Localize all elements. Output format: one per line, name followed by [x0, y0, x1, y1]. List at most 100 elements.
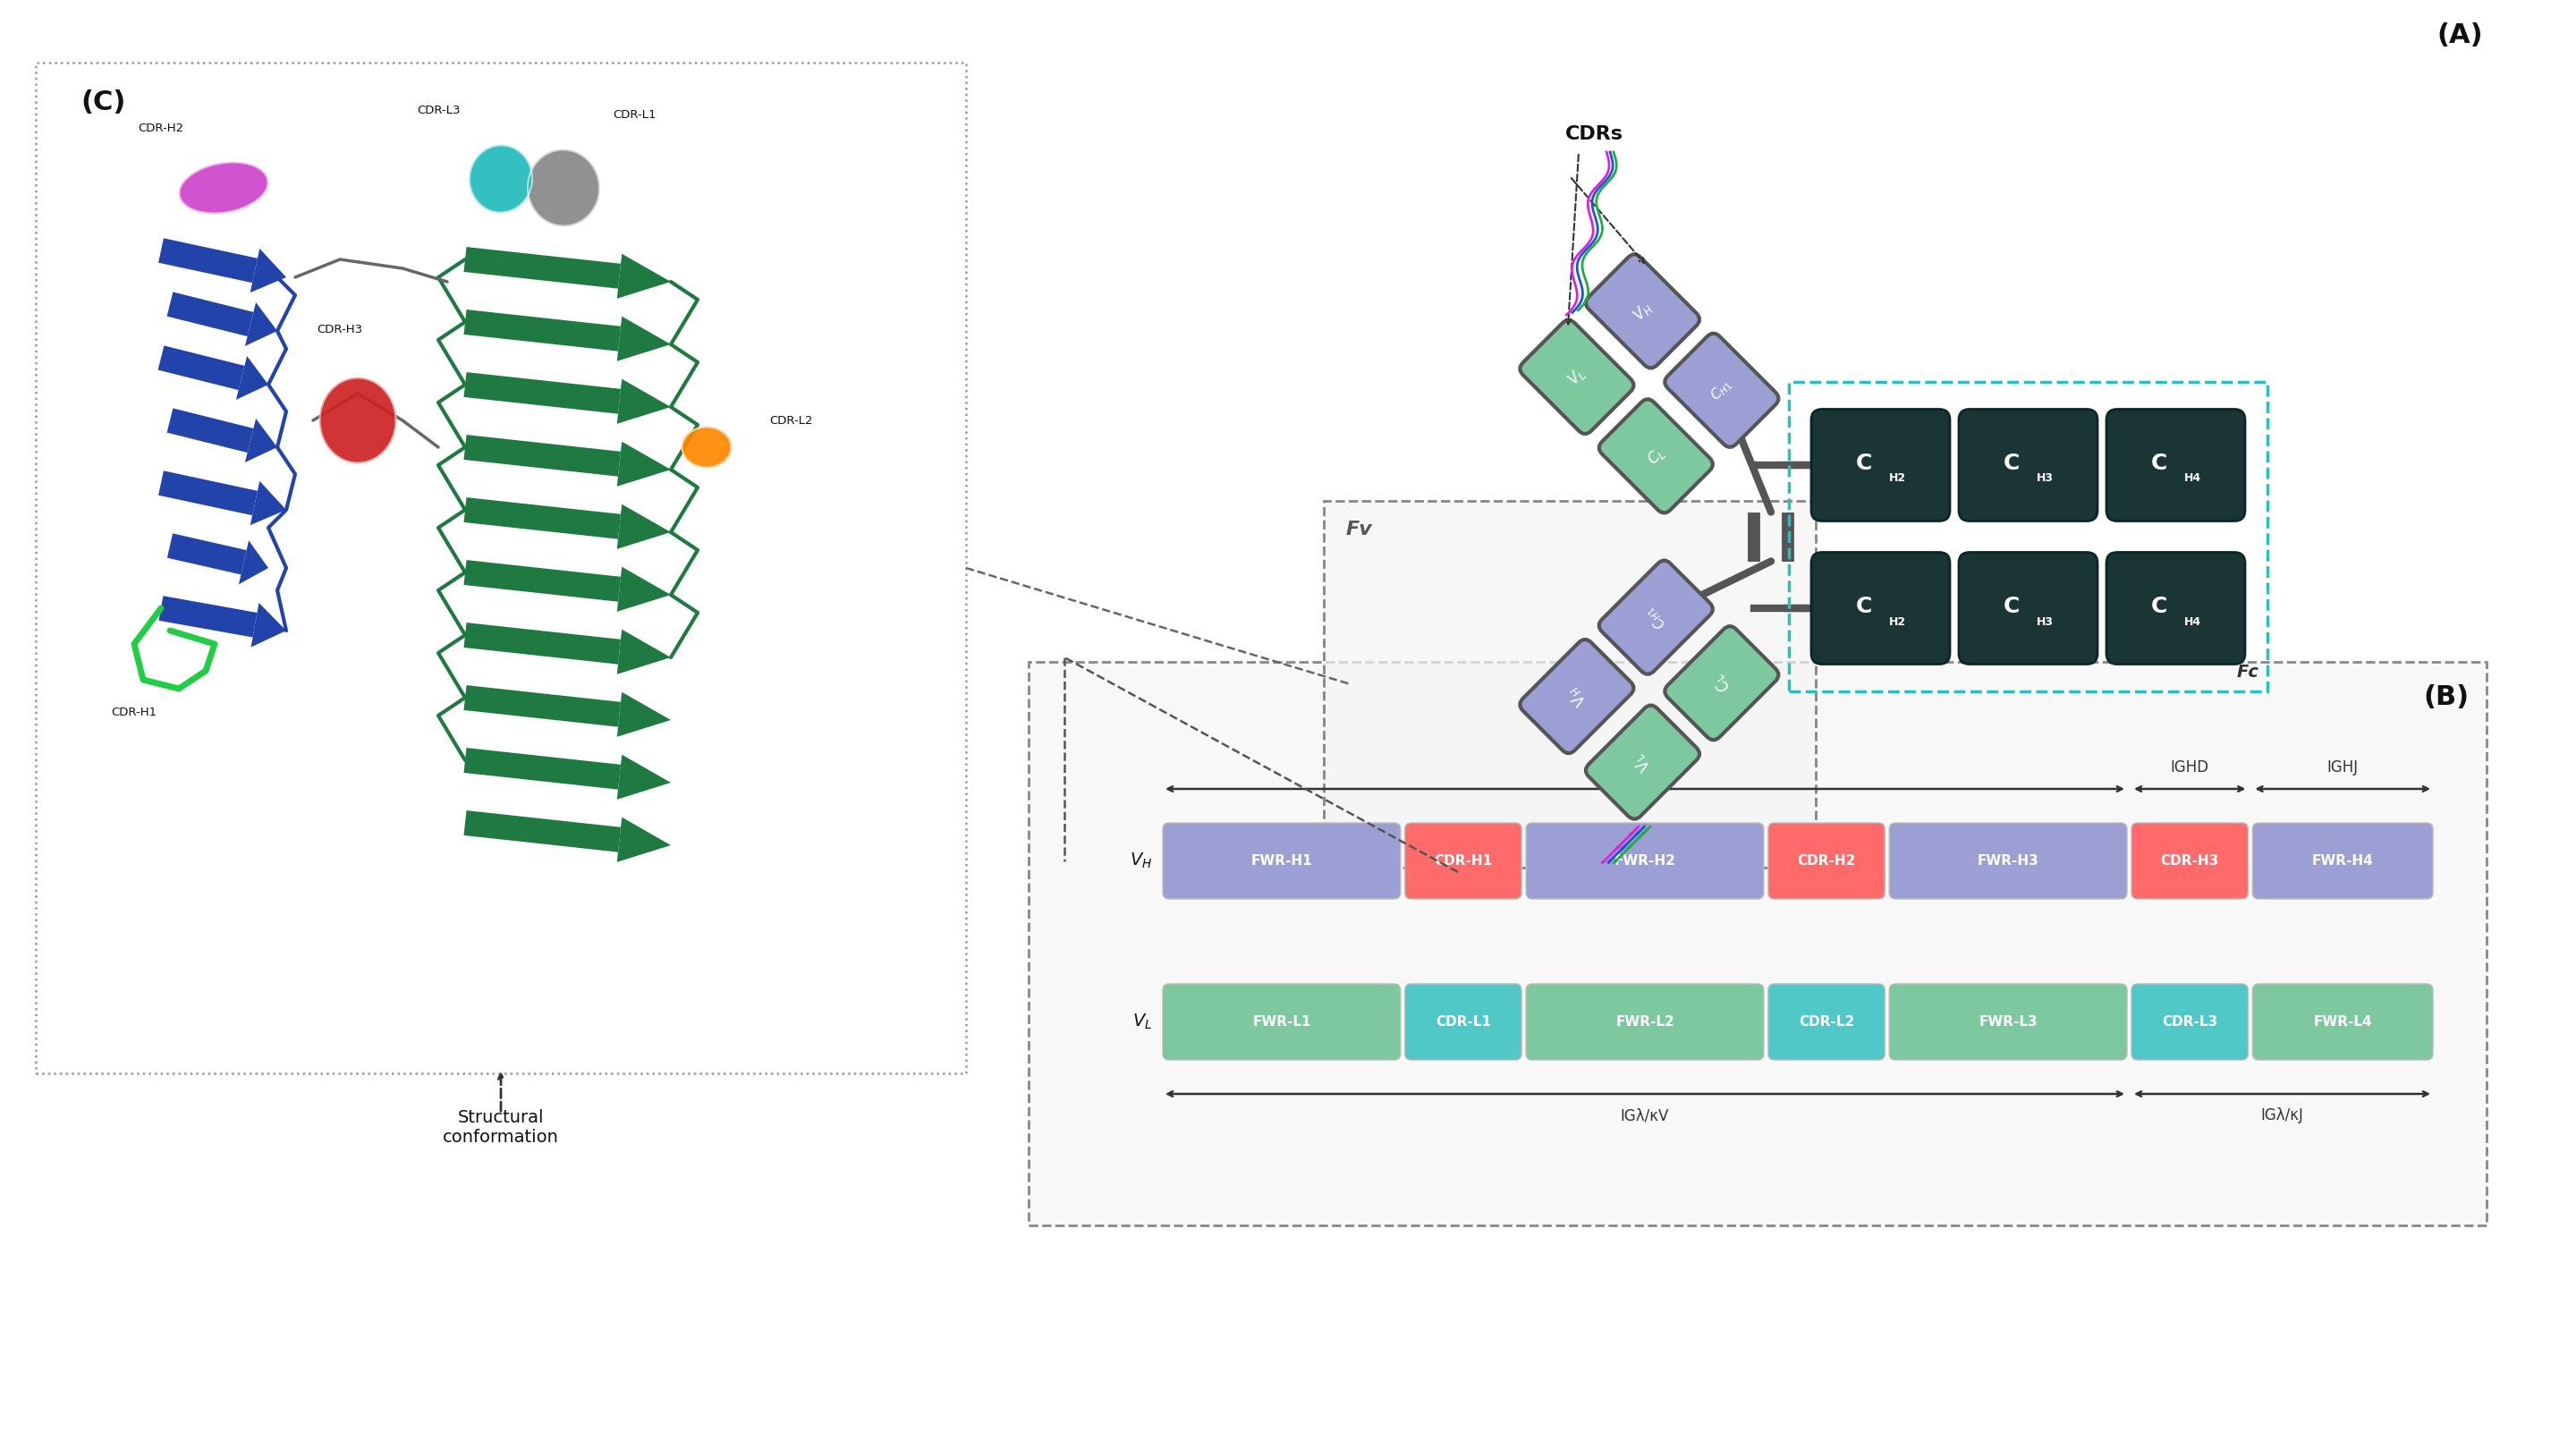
Polygon shape — [250, 603, 286, 648]
FancyBboxPatch shape — [1520, 639, 1633, 753]
Polygon shape — [464, 559, 621, 601]
Text: FWR-L3: FWR-L3 — [1978, 1016, 2038, 1029]
FancyBboxPatch shape — [2130, 823, 2249, 898]
Polygon shape — [464, 623, 621, 664]
Polygon shape — [464, 310, 621, 351]
Polygon shape — [618, 629, 670, 674]
Text: $C_L$: $C_L$ — [1643, 443, 1669, 468]
Text: H4: H4 — [2184, 616, 2202, 627]
FancyBboxPatch shape — [1958, 552, 2097, 664]
Polygon shape — [618, 693, 670, 738]
Text: CDR-L3: CDR-L3 — [2161, 1016, 2218, 1029]
Bar — [1788, 383, 2267, 691]
Polygon shape — [157, 346, 245, 390]
Text: (B): (B) — [2424, 684, 2468, 710]
Text: (A): (A) — [2437, 23, 2483, 49]
Text: H3: H3 — [2038, 616, 2053, 627]
Text: C: C — [1855, 596, 1873, 617]
Text: FWR-L4: FWR-L4 — [2313, 1016, 2372, 1029]
FancyBboxPatch shape — [1664, 333, 1777, 448]
Text: IGλ/κJ: IGλ/κJ — [2262, 1107, 2303, 1123]
Polygon shape — [250, 249, 286, 293]
Text: (C): (C) — [80, 90, 126, 116]
Text: FWR-H3: FWR-H3 — [1978, 855, 2038, 868]
Polygon shape — [618, 316, 670, 361]
Text: CDR-H1: CDR-H1 — [111, 707, 157, 719]
FancyBboxPatch shape — [1600, 398, 1713, 513]
Bar — [1028, 662, 2486, 1226]
Text: H4: H4 — [2184, 472, 2202, 484]
Text: CDR-L1: CDR-L1 — [613, 109, 657, 120]
Polygon shape — [160, 596, 258, 638]
Polygon shape — [250, 481, 286, 525]
Text: $V_H$: $V_H$ — [1564, 682, 1589, 710]
Text: CDR-L3: CDR-L3 — [417, 104, 461, 116]
Text: C: C — [2151, 452, 2166, 474]
Text: H2: H2 — [1888, 472, 1906, 484]
Text: $C_L$: $C_L$ — [1710, 671, 1734, 696]
FancyBboxPatch shape — [1888, 984, 2128, 1059]
FancyBboxPatch shape — [1811, 409, 1950, 522]
Polygon shape — [245, 303, 278, 346]
FancyBboxPatch shape — [1404, 823, 1522, 898]
Text: CDR-H1: CDR-H1 — [1435, 855, 1492, 868]
Polygon shape — [618, 442, 670, 487]
Text: FWR-L2: FWR-L2 — [1615, 1016, 1674, 1029]
Text: IGHV: IGHV — [1625, 759, 1664, 775]
Polygon shape — [618, 817, 670, 862]
Polygon shape — [464, 685, 621, 727]
Polygon shape — [167, 291, 252, 336]
FancyBboxPatch shape — [1404, 984, 1522, 1059]
Text: FWR-H4: FWR-H4 — [2313, 855, 2372, 868]
FancyBboxPatch shape — [1587, 706, 1700, 819]
Polygon shape — [464, 810, 621, 852]
Polygon shape — [157, 471, 258, 516]
Polygon shape — [464, 435, 621, 477]
Text: Structural
conformation: Structural conformation — [443, 1108, 559, 1146]
Text: FWR-H1: FWR-H1 — [1252, 855, 1311, 868]
Text: CDR-L2: CDR-L2 — [770, 414, 811, 426]
Polygon shape — [240, 540, 268, 584]
FancyBboxPatch shape — [2130, 984, 2249, 1059]
Text: C: C — [2004, 596, 2020, 617]
Text: Fc: Fc — [2236, 664, 2259, 680]
Text: CDR-L2: CDR-L2 — [1798, 1016, 1855, 1029]
Polygon shape — [180, 162, 268, 213]
Polygon shape — [464, 497, 621, 539]
Polygon shape — [319, 378, 397, 462]
Bar — [36, 62, 966, 1074]
Polygon shape — [237, 356, 268, 400]
FancyBboxPatch shape — [1811, 552, 1950, 664]
Text: $V_H$: $V_H$ — [1631, 298, 1656, 325]
Polygon shape — [618, 567, 670, 611]
FancyBboxPatch shape — [2107, 409, 2246, 522]
FancyBboxPatch shape — [2107, 552, 2246, 664]
FancyBboxPatch shape — [1525, 823, 1765, 898]
Polygon shape — [167, 409, 252, 452]
Text: H2: H2 — [1888, 616, 1906, 627]
Polygon shape — [683, 427, 732, 468]
Polygon shape — [618, 504, 670, 549]
Polygon shape — [464, 748, 621, 790]
Text: $V_H$: $V_H$ — [1128, 852, 1151, 871]
Text: $V_L$: $V_L$ — [1631, 749, 1654, 775]
Polygon shape — [618, 254, 670, 298]
Text: CDR-H2: CDR-H2 — [1798, 855, 1855, 868]
Text: C: C — [2151, 596, 2166, 617]
FancyBboxPatch shape — [1587, 254, 1700, 368]
FancyBboxPatch shape — [1162, 823, 1401, 898]
Text: IGλ/κV: IGλ/κV — [1620, 1107, 1669, 1123]
FancyBboxPatch shape — [2251, 823, 2432, 898]
Text: CDR-H3: CDR-H3 — [2161, 855, 2218, 868]
Text: H3: H3 — [2038, 472, 2053, 484]
FancyBboxPatch shape — [2251, 984, 2432, 1059]
Text: Fv: Fv — [1347, 520, 1373, 539]
FancyBboxPatch shape — [1767, 984, 1886, 1059]
Polygon shape — [464, 246, 621, 288]
Text: FWR-H2: FWR-H2 — [1615, 855, 1674, 868]
Text: C: C — [2004, 452, 2020, 474]
Text: CDR-H3: CDR-H3 — [317, 323, 363, 335]
FancyBboxPatch shape — [1525, 984, 1765, 1059]
Polygon shape — [618, 755, 670, 800]
Text: CDRs: CDRs — [1566, 125, 1623, 143]
